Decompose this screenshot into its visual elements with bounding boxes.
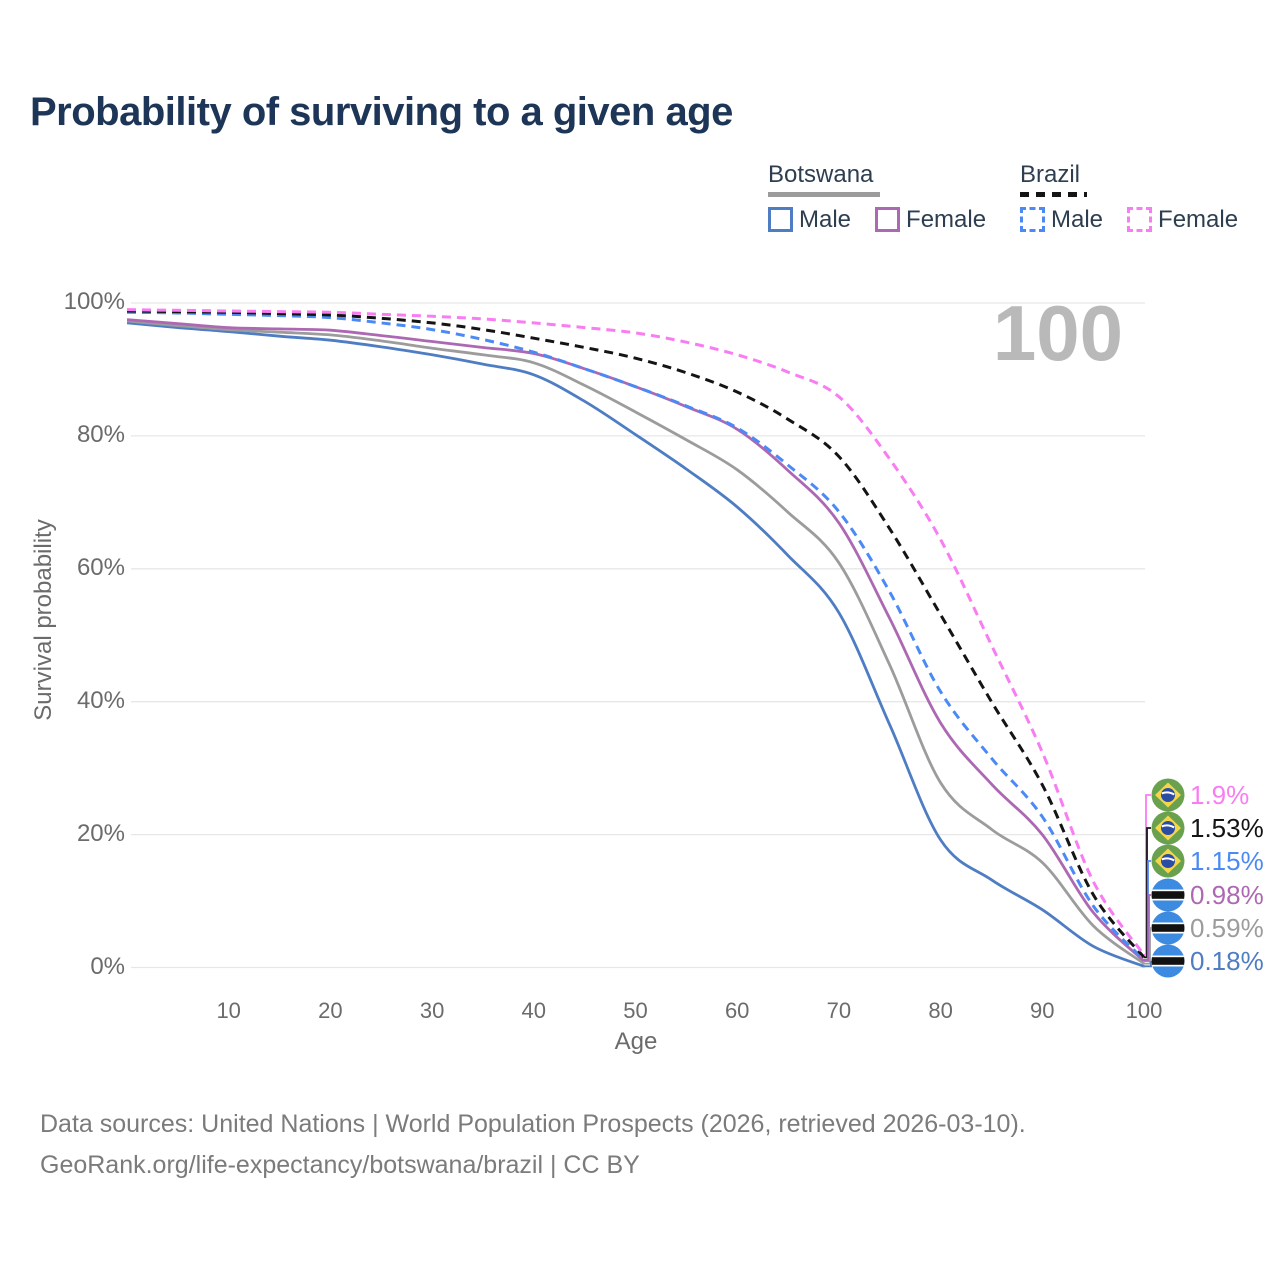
legend-underline-brazil-dashed xyxy=(1020,192,1087,197)
x-tick-10: 10 xyxy=(216,998,241,1023)
y-tick-40%: 40% xyxy=(76,686,125,714)
x-tick-90: 90 xyxy=(1030,998,1055,1023)
end-label-value: 1.15% xyxy=(1190,845,1264,876)
x-tick-50: 50 xyxy=(623,998,648,1023)
y-tick-60%: 60% xyxy=(76,553,125,581)
legend-underline-botswana-solid xyxy=(768,192,880,197)
end-label-row-botswana-female: 0.98% xyxy=(1151,878,1264,912)
x-tick-80: 80 xyxy=(928,998,953,1023)
end-label-row-botswana-male: 0.18% xyxy=(1151,944,1264,978)
y-tick-20%: 20% xyxy=(76,819,125,847)
data-sources-line: Data sources: United Nations | World Pop… xyxy=(40,1110,1026,1138)
y-tick-0%: 0% xyxy=(90,952,125,980)
end-label-connector xyxy=(1144,961,1152,968)
legend-item-label: Female xyxy=(906,205,987,233)
curve-brazil-male xyxy=(127,310,1146,961)
legend-item-brazil-male[interactable]: Male xyxy=(1020,206,1103,234)
curve-brazil-both-sexes xyxy=(127,309,1146,959)
end-label-row-brazil-female: 1.9% xyxy=(1151,778,1249,812)
x-tick-70: 70 xyxy=(826,998,852,1023)
end-label-row-brazil-male: 1.15% xyxy=(1151,844,1264,878)
botswana-flag-icon xyxy=(1151,911,1185,945)
x-axis-title: Age xyxy=(614,1028,658,1055)
legend-group-brazil: Brazil Male Female xyxy=(1020,162,1238,234)
end-label-value: 0.18% xyxy=(1190,945,1264,976)
legend-item-label: Male xyxy=(1051,205,1104,233)
legend-item-label: Female xyxy=(1158,205,1239,233)
botswana-flag-icon xyxy=(1151,878,1185,912)
license-line: GeoRank.org/life-expectancy/botswana/bra… xyxy=(40,1151,640,1179)
curve-botswana-both-sexes xyxy=(127,319,1145,965)
footer-attribution: Data sources: United Nations | World Pop… xyxy=(40,1104,1026,1186)
botswana-male-swatch-icon xyxy=(768,207,793,232)
end-label-connector xyxy=(1144,894,1151,962)
botswana-female-swatch-icon xyxy=(875,207,901,232)
end-label-value: 0.98% xyxy=(1190,879,1264,910)
legend-item-botswana-male[interactable]: Male xyxy=(768,206,851,234)
x-tick-20: 20 xyxy=(318,998,343,1023)
brazil-male-swatch-icon xyxy=(1020,207,1045,232)
end-label-connector xyxy=(1144,927,1151,965)
x-tick-30: 30 xyxy=(419,998,445,1023)
legend-country-brazil[interactable]: Brazil xyxy=(1020,161,1081,188)
end-label-connector xyxy=(1144,794,1151,956)
end-label-row-botswana-both-sexes: 0.59% xyxy=(1151,911,1264,945)
curve-botswana-female xyxy=(127,318,1145,963)
legend-item-label: Male xyxy=(799,205,852,233)
end-label-value: 0.59% xyxy=(1190,912,1264,943)
x-tick-40: 40 xyxy=(521,998,547,1023)
curve-botswana-male xyxy=(127,321,1145,968)
brazil-flag-icon xyxy=(1151,778,1185,812)
brazil-flag-icon xyxy=(1151,844,1185,878)
curve-brazil-female xyxy=(127,308,1146,956)
end-label-connector xyxy=(1144,827,1151,959)
legend-country-botswana[interactable]: Botswana xyxy=(768,161,874,188)
legend-group-botswana: Botswana Male Female xyxy=(768,162,986,234)
botswana-flag-icon xyxy=(1151,944,1185,978)
legend-item-brazil-female[interactable]: Female xyxy=(1127,206,1238,234)
end-label-value: 1.9% xyxy=(1190,779,1250,810)
brazil-female-swatch-icon xyxy=(1127,207,1153,232)
y-tick-80%: 80% xyxy=(76,420,125,448)
y-tick-100%: 100% xyxy=(63,288,125,315)
brazil-flag-icon xyxy=(1151,811,1185,845)
age-indicator-watermark: 100 xyxy=(992,289,1123,377)
x-tick-100: 100 xyxy=(1125,998,1163,1023)
chart-title: Probability of surviving to a given age xyxy=(30,90,733,134)
x-tick-60: 60 xyxy=(724,998,750,1023)
end-label-value: 1.53% xyxy=(1190,812,1264,843)
survival-curves-plot xyxy=(127,302,1152,969)
legend-item-botswana-female[interactable]: Female xyxy=(875,206,986,234)
end-label-row-brazil-both-sexes: 1.53% xyxy=(1151,811,1264,845)
end-label-connector xyxy=(1144,860,1151,961)
